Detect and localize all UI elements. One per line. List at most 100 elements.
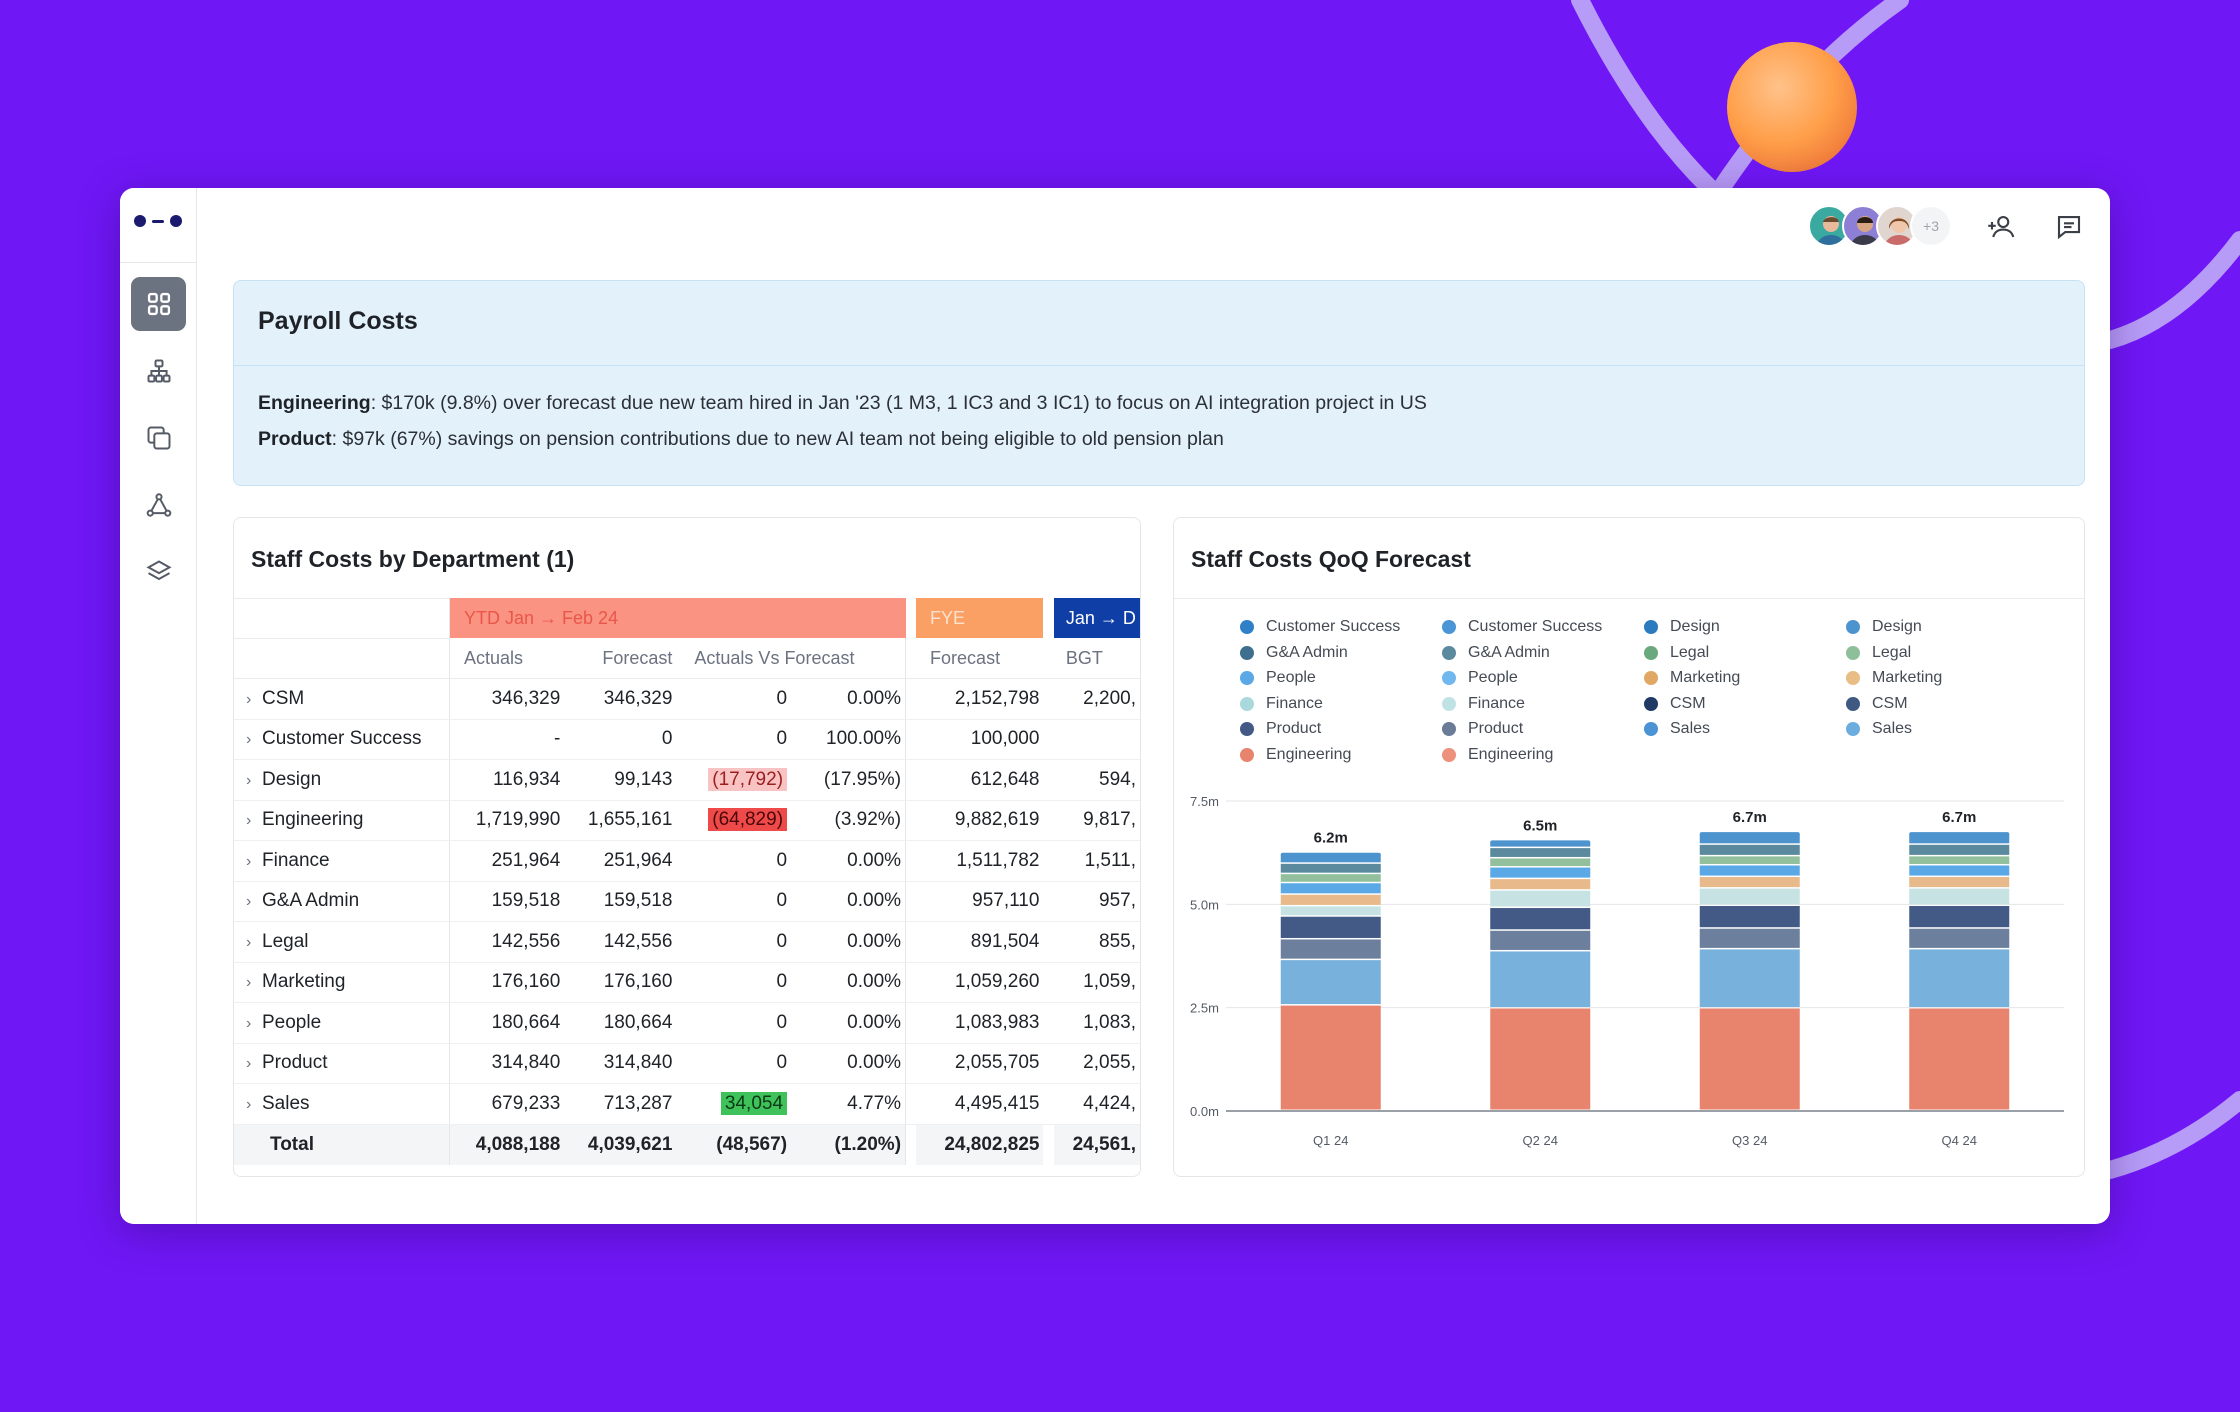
col-forecast[interactable]: Forecast bbox=[564, 638, 677, 679]
chevron-right-icon[interactable]: › bbox=[246, 690, 252, 708]
bar-segment bbox=[1490, 908, 1591, 930]
logo-icon[interactable] bbox=[132, 212, 186, 230]
chevron-right-icon[interactable]: › bbox=[246, 731, 252, 749]
col-actuals-vs-forecast[interactable]: Actuals Vs Forecast bbox=[676, 638, 907, 679]
chevron-right-icon[interactable]: › bbox=[246, 974, 252, 992]
col-bgt[interactable]: BGT bbox=[1053, 638, 1140, 679]
col-fye-forecast[interactable]: Forecast bbox=[916, 638, 1044, 679]
legend-item[interactable]: People bbox=[1240, 669, 1316, 687]
sidebar-item-layers[interactable] bbox=[131, 545, 186, 599]
bar-segment bbox=[1909, 844, 2010, 855]
legend-item[interactable]: Customer Success bbox=[1240, 618, 1400, 636]
chevron-right-icon[interactable]: › bbox=[246, 812, 252, 830]
legend-item[interactable]: G&A Admin bbox=[1442, 644, 1550, 662]
sidebar-item-org-chart[interactable] bbox=[131, 344, 186, 398]
legend-swatch bbox=[1644, 620, 1658, 634]
legend-item[interactable]: Finance bbox=[1240, 695, 1323, 713]
cell-forecast: 1,655,161 bbox=[564, 800, 677, 841]
chevron-right-icon[interactable]: › bbox=[246, 1095, 252, 1113]
chevron-right-icon[interactable]: › bbox=[246, 1055, 252, 1073]
row-label[interactable]: › Customer Success bbox=[234, 719, 451, 760]
avatar-more-count[interactable]: +3 bbox=[1910, 205, 1952, 247]
chevron-right-icon[interactable]: › bbox=[246, 771, 252, 789]
row-label[interactable]: › Design bbox=[234, 759, 451, 801]
legend-item[interactable]: Design bbox=[1644, 618, 1720, 636]
variance-value: 0 bbox=[776, 687, 788, 709]
row-label[interactable]: › Marketing bbox=[234, 962, 451, 1003]
group-jan[interactable]: Jan → D bbox=[1053, 598, 1140, 638]
group-ytd[interactable]: YTD Jan → Feb 24 bbox=[449, 598, 906, 638]
department-name: Customer Success bbox=[262, 728, 422, 750]
table-row[interactable]: › CSM 346,329 346,329 0 0.00% 2,152,798 2,200, bbox=[234, 678, 1140, 720]
chevron-right-icon[interactable]: › bbox=[246, 933, 252, 951]
row-label[interactable]: › G&A Admin bbox=[234, 881, 451, 922]
legend-item[interactable]: Legal bbox=[1644, 644, 1709, 662]
col-actuals[interactable]: Actuals bbox=[449, 638, 565, 679]
table-scroll[interactable]: YTD Jan → Feb 24 FYE Jan → D Actuals For… bbox=[234, 598, 1140, 1176]
legend-item[interactable]: G&A Admin bbox=[1240, 644, 1348, 662]
cell-fye-forecast: 100,000 bbox=[916, 719, 1044, 760]
collaborator-avatars[interactable]: +3 bbox=[1808, 205, 1958, 249]
group-fye[interactable]: FYE bbox=[916, 598, 1044, 638]
table-row[interactable]: › Engineering 1,719,990 1,655,161 (64,829) (3… bbox=[234, 800, 1140, 841]
bar-segment bbox=[1909, 905, 2010, 928]
column-gap bbox=[905, 881, 917, 922]
legend-item[interactable]: CSM bbox=[1846, 695, 1908, 713]
legend-item[interactable]: Engineering bbox=[1240, 746, 1351, 764]
comments-button[interactable] bbox=[2050, 208, 2088, 246]
chevron-right-icon[interactable]: › bbox=[246, 893, 252, 911]
legend-item[interactable]: People bbox=[1442, 669, 1518, 687]
table-row[interactable]: › Finance 251,964 251,964 0 0.00% 1,511,782 1,5… bbox=[234, 840, 1140, 882]
row-label[interactable]: › Engineering bbox=[234, 800, 451, 841]
cell-actuals: 251,964 bbox=[449, 840, 565, 882]
chevron-right-icon[interactable]: › bbox=[246, 1014, 252, 1032]
add-user-button[interactable] bbox=[1983, 208, 2021, 246]
legend-item[interactable]: Design bbox=[1846, 618, 1922, 636]
legend-item[interactable]: Marketing bbox=[1846, 669, 1942, 687]
row-label[interactable]: › People bbox=[234, 1002, 451, 1044]
column-gap bbox=[1043, 800, 1054, 841]
sidebar-item-dashboard[interactable] bbox=[131, 277, 186, 331]
avatar[interactable] bbox=[1808, 205, 1850, 247]
row-label[interactable]: › Product bbox=[234, 1043, 451, 1084]
legend-item[interactable]: Legal bbox=[1846, 644, 1911, 662]
legend-label: Legal bbox=[1872, 643, 1912, 661]
legend-item[interactable]: Product bbox=[1442, 720, 1523, 738]
bar-segment bbox=[1490, 842, 1591, 847]
variance-value: (17,792) bbox=[708, 767, 788, 791]
callout-text: : $170k (9.8%) over forecast due new tea… bbox=[370, 392, 1427, 414]
bar-segment bbox=[1490, 867, 1591, 878]
table-row[interactable]: › Customer Success -0 0 100.00% 100,000 bbox=[234, 719, 1140, 760]
table-row[interactable]: › People 180,664 180,664 0 0.00% 1,083,983 1,08… bbox=[234, 1002, 1140, 1044]
legend-label: Customer Success bbox=[1266, 618, 1401, 635]
cell-actuals: 346,329 bbox=[449, 678, 565, 720]
table-row[interactable]: › Marketing 176,160 176,160 0 0.00% 1,059,260 1… bbox=[234, 962, 1140, 1003]
table-row[interactable]: › Legal 142,556 142,556 0 0.00% 891,504 855, bbox=[234, 921, 1140, 963]
legend-item[interactable]: Customer Success bbox=[1442, 618, 1602, 636]
cell-bgt: 855, bbox=[1053, 921, 1140, 963]
sidebar-item-network[interactable] bbox=[131, 478, 186, 532]
row-label[interactable]: › Legal bbox=[234, 921, 451, 963]
legend-item[interactable]: Engineering bbox=[1442, 746, 1553, 764]
legend-item[interactable]: Product bbox=[1240, 720, 1321, 738]
table-row[interactable]: › Product 314,840 314,840 0 0.00% 2,055,705 2,0… bbox=[234, 1043, 1140, 1084]
table-row[interactable]: › Design 116,934 99,143 (17,792) (17.95%) 612,… bbox=[234, 759, 1140, 801]
bar-segment bbox=[1490, 848, 1591, 857]
bar-segment bbox=[1699, 844, 1800, 855]
legend-item[interactable]: CSM bbox=[1644, 695, 1706, 713]
cell-bgt: 594, bbox=[1053, 759, 1140, 801]
legend-item[interactable]: Marketing bbox=[1644, 669, 1740, 687]
column-gap bbox=[905, 1043, 917, 1084]
chevron-right-icon[interactable]: › bbox=[246, 852, 252, 870]
sidebar-item-copy[interactable] bbox=[131, 411, 186, 465]
legend-item[interactable]: Finance bbox=[1442, 695, 1525, 713]
row-label[interactable]: › Sales bbox=[234, 1083, 451, 1125]
table-row[interactable]: › G&A Admin 159,518 159,518 0 0.00% 957,110 957… bbox=[234, 881, 1140, 922]
row-label[interactable]: › CSM bbox=[234, 678, 451, 720]
cell-actuals: 159,518 bbox=[449, 881, 565, 922]
row-label[interactable]: › Finance bbox=[234, 840, 451, 882]
table-row[interactable]: › Sales 679,233 713,287 34,054 4.77% 4,495,415… bbox=[234, 1083, 1140, 1125]
legend-item[interactable]: Sales bbox=[1846, 720, 1912, 738]
payroll-callout: Payroll Costs Engineering: $170k (9.8%) … bbox=[233, 280, 2085, 486]
legend-item[interactable]: Sales bbox=[1644, 720, 1710, 738]
